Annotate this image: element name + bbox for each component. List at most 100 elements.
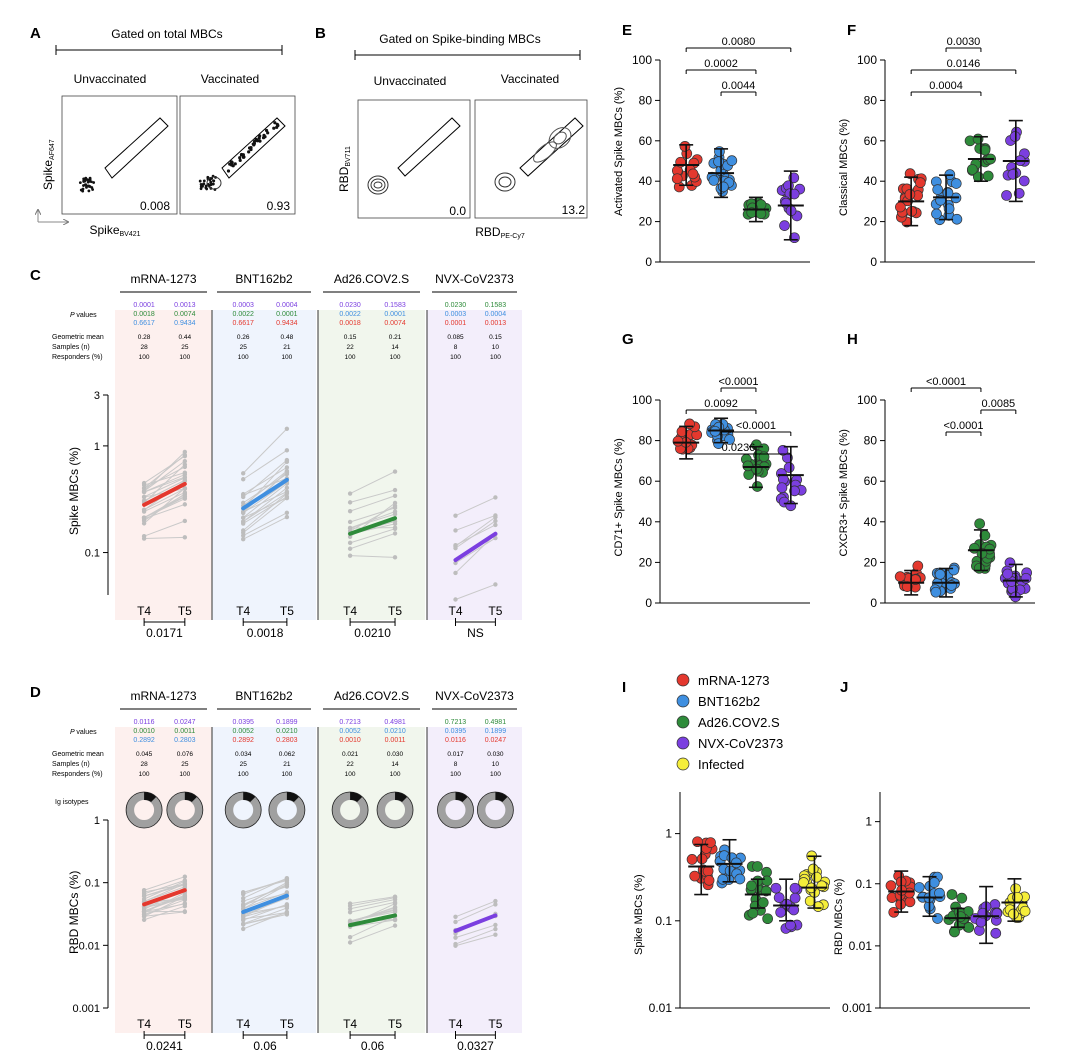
paired-point bbox=[493, 582, 498, 587]
data-point bbox=[915, 177, 926, 188]
paired-point bbox=[284, 459, 290, 465]
data-point bbox=[904, 896, 916, 908]
paired-point bbox=[141, 515, 147, 520]
data-point bbox=[730, 857, 742, 869]
y-tick-label: 20 bbox=[864, 215, 878, 229]
paired-point bbox=[182, 903, 188, 909]
p-value: 0.0010 bbox=[339, 737, 361, 744]
y-tick-label: 0.01 bbox=[79, 940, 100, 952]
geometric-mean-value: 0.021 bbox=[342, 751, 359, 758]
paired-line bbox=[242, 483, 288, 518]
geometric-mean-label: Geometric mean bbox=[52, 334, 104, 341]
y-tick-label: 40 bbox=[864, 515, 878, 529]
geometric-mean-value: 0.076 bbox=[177, 751, 194, 758]
paired-point bbox=[141, 533, 147, 539]
data-point bbox=[789, 892, 801, 904]
geometric-mean-value: 0.030 bbox=[487, 751, 504, 758]
p-value: 0.0013 bbox=[485, 320, 507, 327]
p-value: 0.2803 bbox=[276, 737, 298, 744]
contour-unvaccinated bbox=[367, 175, 389, 195]
group-background bbox=[115, 310, 212, 620]
x-tick-label: T4 bbox=[343, 604, 357, 618]
legend-marker bbox=[676, 673, 690, 687]
samples-value: 21 bbox=[283, 344, 291, 351]
data-point bbox=[904, 168, 916, 179]
geometric-mean-value: 0.085 bbox=[447, 334, 464, 341]
x-tick-label: T5 bbox=[178, 604, 192, 618]
paired-point bbox=[241, 902, 246, 907]
y-tick-label: 20 bbox=[864, 555, 878, 569]
responders-value: 100 bbox=[450, 354, 461, 361]
paired-line bbox=[143, 477, 186, 498]
paired-point bbox=[392, 526, 398, 531]
flow-event bbox=[209, 180, 213, 184]
y-tick-label: 80 bbox=[864, 434, 878, 448]
paired-point bbox=[392, 493, 398, 498]
paired-line bbox=[349, 909, 396, 922]
paired-line bbox=[349, 507, 396, 523]
x-tick-label: T5 bbox=[280, 1017, 294, 1031]
paired-line bbox=[143, 902, 185, 916]
flow-event bbox=[199, 185, 203, 188]
data-point bbox=[747, 907, 759, 919]
paired-point bbox=[347, 553, 353, 558]
data-point bbox=[717, 181, 729, 193]
data-point bbox=[1010, 883, 1022, 895]
paired-point bbox=[347, 525, 353, 531]
isotype-slice bbox=[455, 792, 468, 802]
paired-line bbox=[455, 928, 496, 945]
p-value: 0.0001 bbox=[384, 311, 406, 318]
paired-line bbox=[143, 879, 185, 895]
p-value: 0.0210 bbox=[276, 728, 298, 735]
paired-point bbox=[141, 494, 147, 500]
paired-line bbox=[455, 934, 496, 947]
y-tick-label: 80 bbox=[864, 93, 878, 107]
panel-letter-j: J bbox=[840, 679, 848, 696]
paired-line bbox=[349, 471, 396, 494]
responders-value: 100 bbox=[179, 771, 190, 778]
responders-value: 100 bbox=[390, 771, 401, 778]
p-value: 0.7213 bbox=[445, 719, 467, 726]
paired-line bbox=[242, 512, 288, 536]
y-tick-label: 100 bbox=[632, 393, 652, 407]
paired-line bbox=[350, 919, 396, 928]
p-value: 0.4981 bbox=[485, 719, 507, 726]
paired-p-value: 0.0171 bbox=[146, 626, 183, 640]
legend-label: BNT162b2 bbox=[698, 694, 760, 709]
flow-event bbox=[90, 186, 94, 189]
significance-label: 0.0146 bbox=[947, 58, 981, 70]
geometric-mean-line bbox=[241, 477, 289, 511]
responders-value: 100 bbox=[450, 771, 461, 778]
p-values-label: P values bbox=[70, 729, 97, 736]
significance-label: <0.0001 bbox=[718, 376, 758, 388]
paired-point bbox=[392, 908, 398, 913]
paired-point bbox=[182, 472, 188, 477]
data-point bbox=[702, 865, 714, 877]
paired-p-value: 0.0241 bbox=[146, 1039, 183, 1053]
data-point bbox=[757, 897, 769, 908]
y-tick-label: 0.01 bbox=[649, 1001, 673, 1015]
panel-b-right-value: 13.2 bbox=[562, 203, 586, 217]
p-value: 0.6617 bbox=[232, 320, 254, 327]
paired-line bbox=[144, 536, 185, 540]
paired-point bbox=[347, 534, 353, 540]
responders-value: 100 bbox=[139, 771, 150, 778]
panel-a: A Gated on total MBCs Unvaccinated Vacci… bbox=[30, 25, 296, 238]
p-value: 0.1899 bbox=[276, 719, 298, 726]
x-tick-label: T4 bbox=[448, 604, 462, 618]
data-point bbox=[779, 220, 790, 231]
group-header: mRNA-1273 bbox=[130, 272, 196, 286]
paired-line bbox=[143, 899, 186, 916]
samples-value: 8 bbox=[454, 761, 458, 768]
paired-point bbox=[284, 465, 290, 470]
data-point bbox=[1001, 190, 1012, 201]
data-point bbox=[951, 213, 963, 225]
samples-value: 28 bbox=[140, 761, 148, 768]
data-point bbox=[734, 873, 746, 885]
paired-point bbox=[241, 922, 246, 927]
panel-b-left-value: 0.0 bbox=[449, 204, 466, 218]
samples-value: 14 bbox=[391, 344, 399, 351]
data-point bbox=[785, 919, 796, 931]
data-point bbox=[789, 485, 800, 497]
